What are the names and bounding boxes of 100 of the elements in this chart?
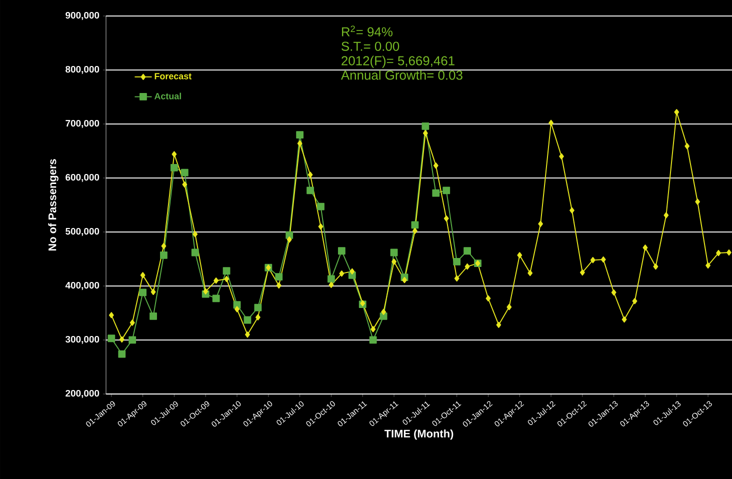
annotation: Annual Growth= 0.03 xyxy=(340,70,462,80)
point xyxy=(170,164,178,172)
point xyxy=(234,306,240,312)
point xyxy=(559,153,564,160)
point xyxy=(486,295,491,302)
point xyxy=(139,288,147,296)
y-tick-label: 600,000 xyxy=(66,174,100,182)
point xyxy=(214,277,219,284)
point xyxy=(706,262,710,269)
point xyxy=(622,316,627,323)
point xyxy=(256,314,260,320)
point xyxy=(674,109,680,116)
point xyxy=(108,312,114,318)
point xyxy=(328,275,335,283)
y-tick-label: 400,000 xyxy=(65,282,100,290)
point xyxy=(464,263,470,270)
point xyxy=(130,320,135,326)
point xyxy=(548,120,554,126)
point xyxy=(506,304,512,310)
point xyxy=(180,168,188,176)
point xyxy=(297,140,302,147)
point xyxy=(580,269,585,276)
point xyxy=(600,256,606,263)
point xyxy=(453,258,461,266)
point xyxy=(160,252,168,259)
point xyxy=(296,131,304,138)
point xyxy=(454,275,460,282)
point xyxy=(464,247,471,255)
x-axis-title: TIME (Month) xyxy=(384,429,454,440)
point xyxy=(444,215,449,222)
point xyxy=(150,312,157,320)
y-tick-label: 900,000 xyxy=(66,12,100,20)
point xyxy=(402,276,407,284)
point xyxy=(369,336,377,344)
point xyxy=(140,272,146,278)
point xyxy=(306,186,314,194)
point xyxy=(203,288,208,294)
point xyxy=(695,198,700,205)
y-axis-title: No of Passengers xyxy=(48,159,58,251)
point xyxy=(392,258,396,265)
point xyxy=(664,212,669,218)
legend-label: Actual xyxy=(154,92,181,100)
point xyxy=(244,316,252,324)
point xyxy=(108,334,116,342)
point xyxy=(182,181,188,188)
point xyxy=(632,298,638,304)
point xyxy=(422,130,428,136)
point xyxy=(642,244,648,251)
point xyxy=(432,189,440,197)
point xyxy=(496,322,502,328)
y-tick-label: 300,000 xyxy=(65,336,100,344)
point xyxy=(442,186,450,194)
annotation: S.T.= 0.00 xyxy=(342,42,400,51)
point xyxy=(192,231,198,238)
point xyxy=(517,252,522,258)
point xyxy=(422,122,430,130)
point xyxy=(275,273,283,281)
annotation: 2012(F)= 5,669,461 xyxy=(342,56,454,68)
point xyxy=(191,248,199,256)
point xyxy=(222,267,230,275)
point xyxy=(224,276,229,282)
point xyxy=(684,143,690,150)
point xyxy=(528,270,533,276)
annotation: R$^{2}$= 94% xyxy=(342,26,392,36)
point xyxy=(161,242,166,250)
y-tick-label: 700,000 xyxy=(66,120,100,128)
y-tick-label: 800,000 xyxy=(66,66,100,74)
point xyxy=(412,228,418,234)
point xyxy=(350,268,355,275)
point xyxy=(433,162,438,169)
point xyxy=(411,221,419,229)
point xyxy=(538,220,544,227)
point xyxy=(172,151,177,158)
point xyxy=(390,248,398,256)
point xyxy=(150,288,156,296)
point xyxy=(339,270,344,277)
point xyxy=(317,202,324,210)
point xyxy=(286,236,292,243)
point xyxy=(370,326,376,332)
point xyxy=(245,331,250,338)
point xyxy=(328,282,334,288)
point xyxy=(119,336,124,343)
point xyxy=(570,207,574,214)
point xyxy=(381,308,386,316)
legend-label: Forecast xyxy=(154,73,192,80)
point xyxy=(338,247,346,255)
point xyxy=(276,282,282,289)
point xyxy=(308,172,313,178)
point xyxy=(212,294,220,302)
point xyxy=(254,304,262,312)
point xyxy=(118,350,126,358)
point xyxy=(128,336,136,344)
point xyxy=(611,289,616,296)
point xyxy=(380,312,388,320)
y-tick-label: 200,000 xyxy=(66,390,100,398)
point xyxy=(716,250,721,256)
point xyxy=(653,263,658,270)
point xyxy=(318,223,324,230)
y-tick-label: 500,000 xyxy=(66,228,100,236)
point xyxy=(590,256,596,264)
